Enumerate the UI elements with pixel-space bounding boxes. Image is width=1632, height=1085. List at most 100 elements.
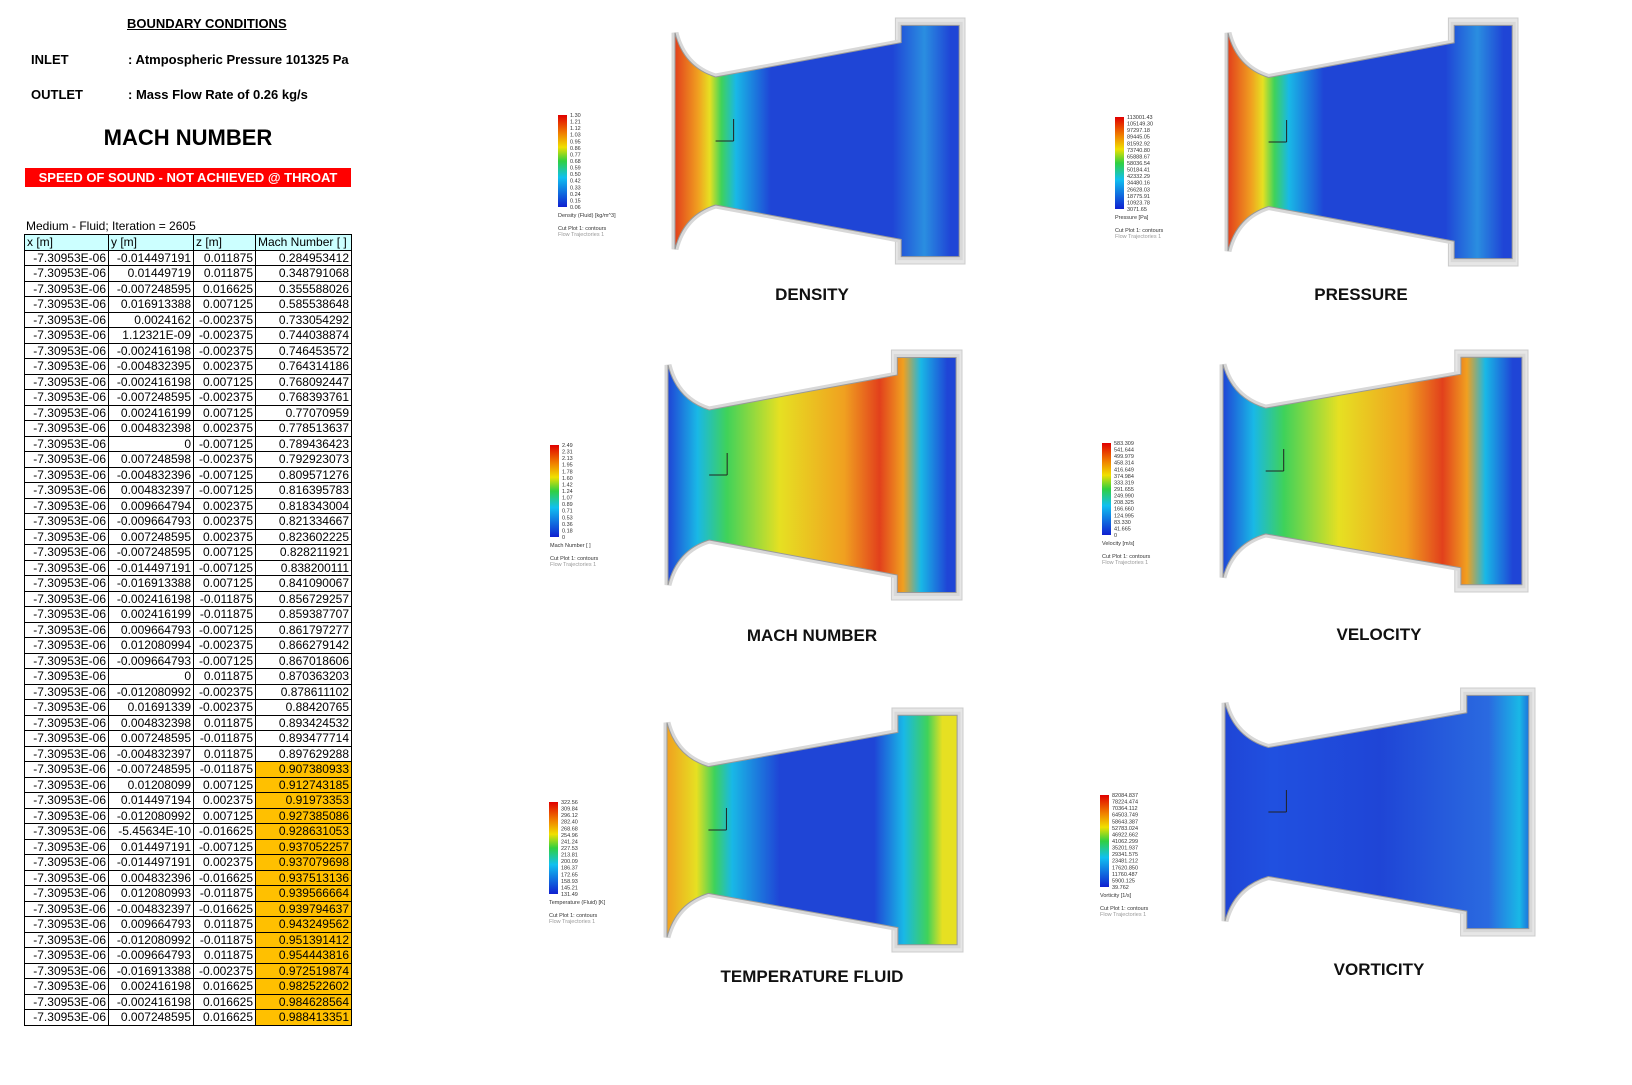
cell: -0.014497191 (108, 854, 194, 871)
cell: 0.016625 (193, 280, 256, 297)
cell: 0.733054292 (255, 311, 352, 328)
colorbar-label: 89445.05 (1127, 135, 1150, 141)
cell: -7.30953E-06 (24, 683, 109, 700)
colorbar-unit: Vorticity [1/s] (1100, 893, 1132, 899)
contour-field (666, 714, 958, 946)
colorbar-label: 23481.212 (1112, 859, 1138, 865)
cell: -0.007125 (193, 559, 256, 576)
table-caption: Medium - Fluid; Iteration = 2605 (26, 219, 196, 233)
table-row: -7.30953E-06 0.014497194 0.002375 0.9197335… (24, 792, 352, 809)
cell: 0.002375 (193, 792, 256, 809)
colorbar-unit: Density (Fluid) [kg/m^3] (558, 213, 616, 219)
cell: -7.30953E-06 (24, 404, 109, 421)
colorbar-label: 1.42 (562, 482, 573, 488)
outlet-label: OUTLET (31, 87, 83, 102)
table-row: -7.30953E-06 0.007248595 0.016625 0.9884133… (24, 1009, 352, 1026)
table-row: -7.30953E-06 -0.007248595 0.007125 0.828211… (24, 544, 352, 561)
header-cell: y [m] (108, 234, 194, 251)
cell: 0.284953412 (255, 249, 352, 266)
outlet-value: : Mass Flow Rate of 0.26 kg/s (128, 87, 308, 102)
colorbar-label: 52783.024 (1112, 826, 1138, 832)
cell: -7.30953E-06 (24, 745, 109, 762)
cell: -7.30953E-06 (24, 296, 109, 313)
table-row: -7.30953E-06 -0.016913388 0.007125 0.841090… (24, 575, 352, 592)
colorbar-label: 0.15 (570, 198, 581, 204)
cell: 0.016625 (193, 1009, 256, 1026)
cell: -0.007125 (193, 621, 256, 638)
colorbar-label: 46922.662 (1112, 832, 1138, 838)
colorbar-label: 17620.850 (1112, 865, 1138, 871)
colorbar-label: 0.77 (570, 152, 581, 158)
cell: -7.30953E-06 (24, 668, 109, 685)
cell: -0.009664793 (108, 652, 194, 669)
colorbar-label: 458.314 (1114, 461, 1134, 467)
data-table: x [m] y [m] z [m] Mach Number [ ] -7.30953E-… (24, 234, 352, 1026)
section-title: MACH NUMBER (103, 125, 273, 150)
cell: -7.30953E-06 (24, 482, 109, 499)
cell: -7.30953E-06 (24, 807, 109, 824)
cell: 0.861797277 (255, 621, 352, 638)
cell: -7.30953E-06 (24, 730, 109, 747)
cell: -0.016625 (193, 869, 256, 886)
table-row: -7.30953E-06 0.004832396 -0.016625 0.937513… (24, 869, 352, 886)
colorbar (1115, 117, 1124, 209)
colorbar-label: 39.762 (1112, 885, 1129, 891)
colorbar-label: 0.06 (570, 205, 581, 211)
colorbar-label: 124.995 (1114, 513, 1134, 519)
banner: SPEED OF SOUND - NOT ACHIEVED @ THROAT (25, 168, 351, 187)
table-row: -7.30953E-06 -0.002416198 0.007125 0.768092… (24, 373, 352, 390)
cell: 0.348791068 (255, 265, 352, 282)
colorbar-label: 78224.474 (1112, 800, 1138, 806)
colorbar-label: 0 (562, 535, 565, 541)
colorbar-label: 3071.65 (1127, 207, 1147, 213)
colorbar-label: 282.40 (561, 820, 578, 826)
table-row: -7.30953E-06 0 0.011875 0.870363203 (24, 668, 352, 685)
cell: 0.01691339 (108, 699, 194, 716)
colorbar-label: 97297.18 (1127, 128, 1150, 134)
cell: 0.007125 (193, 296, 256, 313)
cell: 0.972519874 (255, 962, 352, 979)
colorbar (550, 445, 559, 537)
colorbar-label: 172.65 (561, 872, 578, 878)
cell: -7.30953E-06 (24, 931, 109, 948)
bc-title: BOUNDARY CONDITIONS (127, 16, 287, 31)
table-row: -7.30953E-06 -0.009664793 -0.007125 0.86701… (24, 652, 352, 669)
inlet-label: INLET (31, 52, 69, 67)
colorbar-label: 1.95 (562, 463, 573, 469)
colorbar-label: 131.49 (561, 892, 578, 898)
cell: -0.002416198 (108, 590, 194, 607)
colorbar-label: 50184.41 (1127, 168, 1150, 174)
colorbar-label: 0.50 (570, 172, 581, 178)
colorbar-label: 166.660 (1114, 507, 1134, 513)
table-row: -7.30953E-06 0.007248598 -0.002375 0.792923… (24, 451, 352, 468)
cell: 0.789436423 (255, 435, 352, 452)
table-row: -7.30953E-06 0.01208099 0.007125 0.91274318… (24, 776, 352, 793)
cell: -7.30953E-06 (24, 327, 109, 344)
cell: -7.30953E-06 (24, 435, 109, 452)
table-row: -7.30953E-06 -0.004832397 0.011875 0.897629… (24, 745, 352, 762)
cell: -7.30953E-06 (24, 389, 109, 406)
plot-note: Cut Plot 1: contours (558, 226, 607, 232)
cell: 0.355588026 (255, 280, 352, 297)
colorbar-label: 291.655 (1114, 487, 1134, 493)
cell: 0.002375 (193, 528, 256, 545)
header-cell: z [m] (193, 234, 256, 251)
table-row: -7.30953E-06 -0.014497191 0.011875 0.284953… (24, 249, 352, 266)
colorbar-label: 213.81 (561, 853, 578, 859)
inlet-value: : Atmpospheric Pressure 101325 Pa (128, 52, 349, 67)
contour-field (667, 357, 957, 593)
cell: 0.943249562 (255, 916, 352, 933)
plot-title: VORTICITY (1334, 960, 1425, 979)
colorbar-label: 186.37 (561, 866, 578, 872)
colorbar-label: 58036.54 (1127, 161, 1150, 167)
cell: 0.927385086 (255, 807, 352, 824)
cell: 0.011875 (193, 249, 256, 266)
colorbar-label: 42332.29 (1127, 174, 1150, 180)
table-row: -7.30953E-06 -0.012080992 0.007125 0.927385… (24, 807, 352, 824)
cell: -7.30953E-06 (24, 528, 109, 545)
cell: -7.30953E-06 (24, 792, 109, 809)
colorbar-label: 0.53 (562, 515, 573, 521)
table-row: -7.30953E-06 0.009664794 0.002375 0.8183430… (24, 497, 352, 514)
cell: 0.004832398 (108, 420, 194, 437)
plot-note: Flow Trajectories 1 (550, 562, 596, 568)
